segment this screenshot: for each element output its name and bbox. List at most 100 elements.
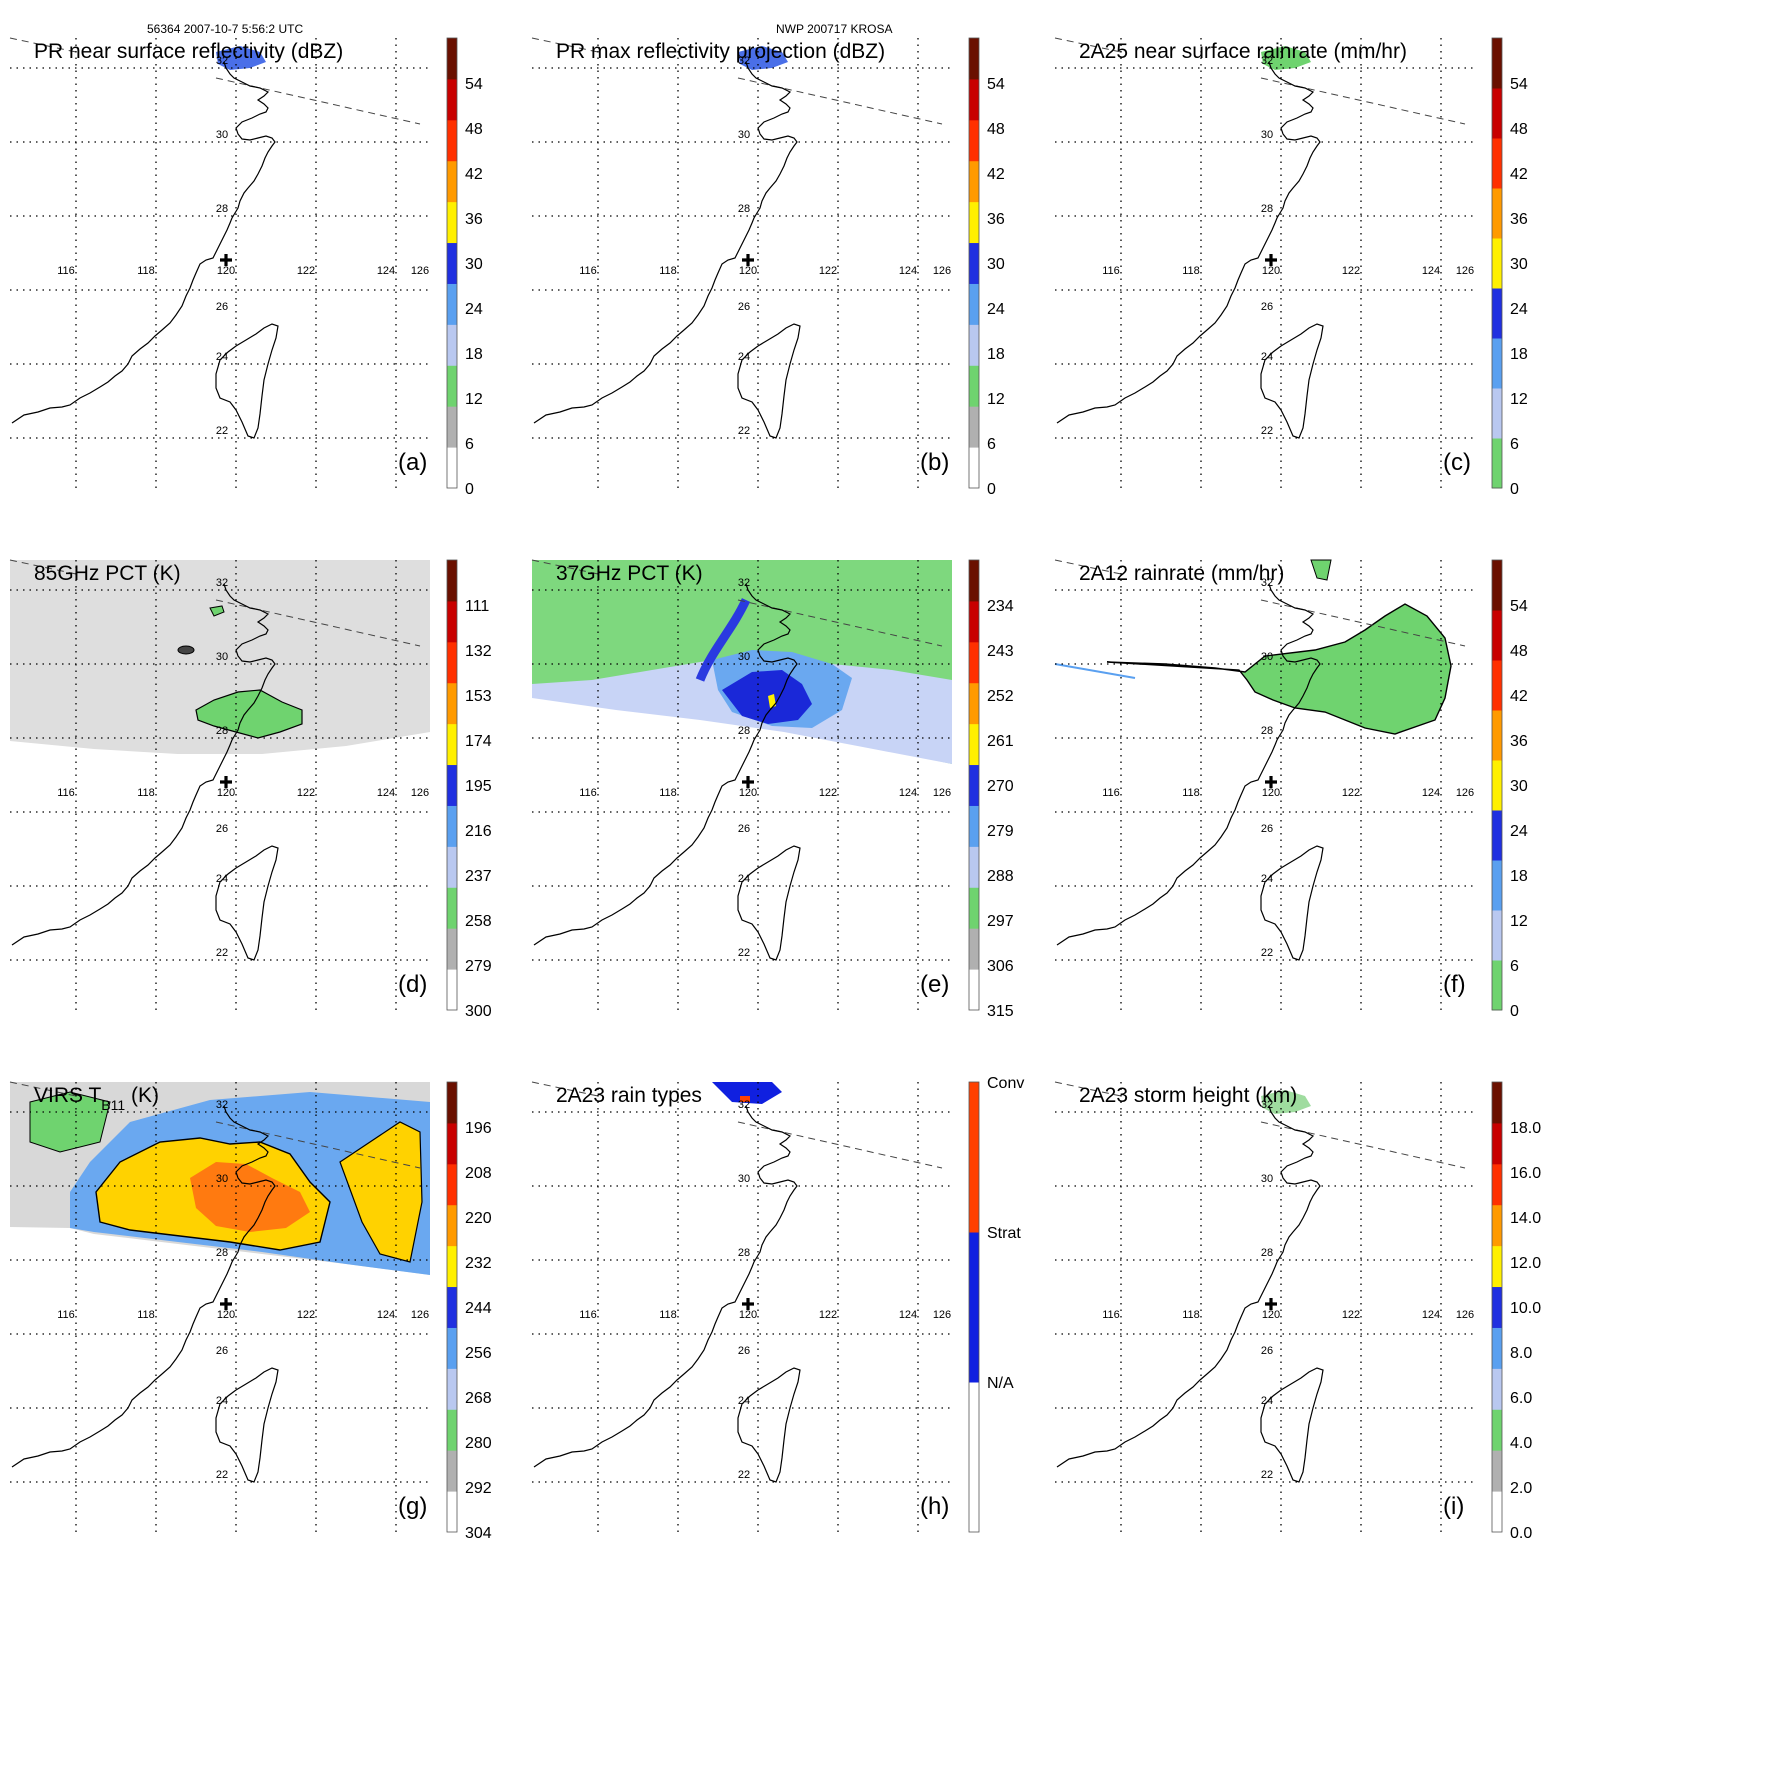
lon-tick-label: 118	[137, 787, 155, 799]
colorbar-segment	[1492, 1082, 1502, 1124]
rain-type-conv	[740, 1096, 750, 1102]
lat-tick-label: 28	[738, 203, 750, 215]
colorbar-tick-label: 48	[465, 121, 483, 138]
colorbar-tick-label: 252	[987, 688, 1014, 705]
colorbar-tick-label: 196	[465, 1120, 492, 1137]
lat-tick-label: 24	[1261, 351, 1273, 363]
panel-title: PR near surface reflectivity (dBZ)	[34, 40, 343, 63]
colorbar-segment	[447, 764, 457, 806]
colorbar-tick-label: 216	[465, 823, 492, 840]
colorbar-tick-label: 208	[465, 1165, 492, 1182]
colorbar-tick-label: 48	[987, 121, 1005, 138]
typhoon-center-marker	[1265, 1298, 1277, 1310]
lon-tick-label: 120	[217, 787, 235, 799]
lat-tick-label: 22	[216, 425, 228, 437]
colorbar-tick-label: 24	[987, 301, 1005, 318]
colorbar-segment	[447, 846, 457, 888]
colorbar-segment	[1492, 860, 1502, 911]
colorbar-tick-label: 54	[987, 76, 1005, 93]
colorbar-segment	[447, 201, 457, 244]
china-coastline	[1056, 1105, 1321, 1468]
colorbar-segment	[1492, 810, 1502, 861]
colorbar-tick-label: 292	[465, 1480, 492, 1497]
colorbar-tick-label: 54	[1510, 598, 1528, 615]
tmi-swath-edge	[1054, 663, 1136, 679]
panel-title: 2A23 storm height (km)	[1079, 1084, 1297, 1107]
colorbar-segment	[1492, 1163, 1502, 1206]
colorbar-segment	[447, 969, 457, 1011]
typhoon-center-marker	[220, 776, 232, 788]
typhoon-center-marker	[1265, 776, 1277, 788]
colorbar-tick-label: 297	[987, 913, 1014, 930]
lon-tick-label: 122	[1342, 1309, 1360, 1321]
colorbar-segment	[447, 1286, 457, 1328]
colorbar-segment	[969, 242, 979, 284]
taiwan-coastline	[1260, 845, 1324, 961]
colorbar-tick-label: 300	[465, 1003, 492, 1020]
lon-tick-label: 124	[899, 1309, 917, 1321]
lat-tick-label: 22	[1261, 425, 1273, 437]
lon-tick-label: 120	[739, 1309, 757, 1321]
lat-tick-label: 26	[738, 301, 750, 313]
colorbar-segment	[447, 600, 457, 643]
colorbar-segment	[447, 560, 457, 602]
colorbar-segment	[969, 406, 979, 448]
panel-title: 2A23 rain types	[556, 1084, 702, 1107]
colorbar-segment	[447, 1409, 457, 1451]
colorbar-tick-label: 6	[1510, 958, 1519, 975]
colorbar-segment	[969, 805, 979, 847]
colorbar-segment	[447, 641, 457, 684]
colorbar-tick-label: 153	[465, 688, 492, 705]
typhoon-center-marker	[742, 1298, 754, 1310]
panel-letter: (d)	[398, 971, 427, 998]
map-panel-h: 116 118 120 122 124 126 32 30 28 26 24 22 2A23 rain …	[531, 1075, 1024, 1533]
orbit-timestamp: 56364 2007-10-7 5:56:2 UTC	[147, 22, 304, 36]
lon-tick-label: 124	[1422, 265, 1440, 277]
lat-tick-label: 26	[1261, 1345, 1273, 1357]
colorbar-tick-label: 6	[1510, 436, 1519, 453]
colorbar-tick-label: 315	[987, 1003, 1014, 1020]
lat-tick-label: 24	[738, 873, 750, 885]
colorbar-tick-label: 42	[1510, 688, 1528, 705]
colorbar-segment	[447, 805, 457, 847]
panel-title: 85GHz PCT (K)	[34, 562, 181, 585]
lon-tick-label: 122	[819, 1309, 837, 1321]
colorbar-tick-label: 36	[1510, 211, 1528, 228]
colorbar-segment	[1492, 288, 1502, 339]
colorbar-segment	[1492, 1450, 1502, 1492]
lat-tick-label: 28	[1261, 1247, 1273, 1259]
taiwan-coastline	[215, 1367, 279, 1483]
lon-tick-label: 126	[411, 265, 429, 277]
panel-title: 37GHz PCT (K)	[556, 562, 703, 585]
colorbar-tick-label: 6.0	[1510, 1390, 1532, 1407]
china-coastline	[11, 61, 276, 424]
lat-tick-label: 30	[738, 129, 750, 141]
colorbar-segment	[969, 1382, 979, 1533]
colorbar-segment	[447, 1368, 457, 1410]
lon-tick-label: 116	[57, 1309, 75, 1321]
colorbar-frame	[446, 37, 458, 489]
colorbar-tick-label: 36	[987, 211, 1005, 228]
lat-tick-label: 26	[216, 823, 228, 835]
panel-letter: (c)	[1443, 449, 1471, 476]
china-coastline	[533, 61, 798, 424]
colorbar-frame	[1491, 1081, 1503, 1533]
pct37-deep-blue	[722, 670, 812, 724]
taiwan-coastline	[1260, 323, 1324, 439]
typhoon-center-marker	[1265, 254, 1277, 266]
colorbar-segment	[447, 1327, 457, 1369]
colorbar-tick-label: 54	[465, 76, 483, 93]
colorbar-segment	[447, 160, 457, 203]
taiwan-coastline	[737, 845, 801, 961]
colorbar-segment	[447, 1122, 457, 1165]
colorbar-segment	[969, 1232, 979, 1383]
colorbar-frame	[446, 1081, 458, 1533]
colorbar-segment	[1492, 438, 1502, 489]
lon-tick-label: 120	[739, 265, 757, 277]
lat-tick-label: 32	[216, 1099, 228, 1111]
colorbar-segment	[969, 846, 979, 888]
china-coastline	[1056, 583, 1321, 946]
lon-tick-label: 124	[899, 265, 917, 277]
colorbar-segment	[969, 38, 979, 80]
colorbar-tick-label: 195	[465, 778, 492, 795]
